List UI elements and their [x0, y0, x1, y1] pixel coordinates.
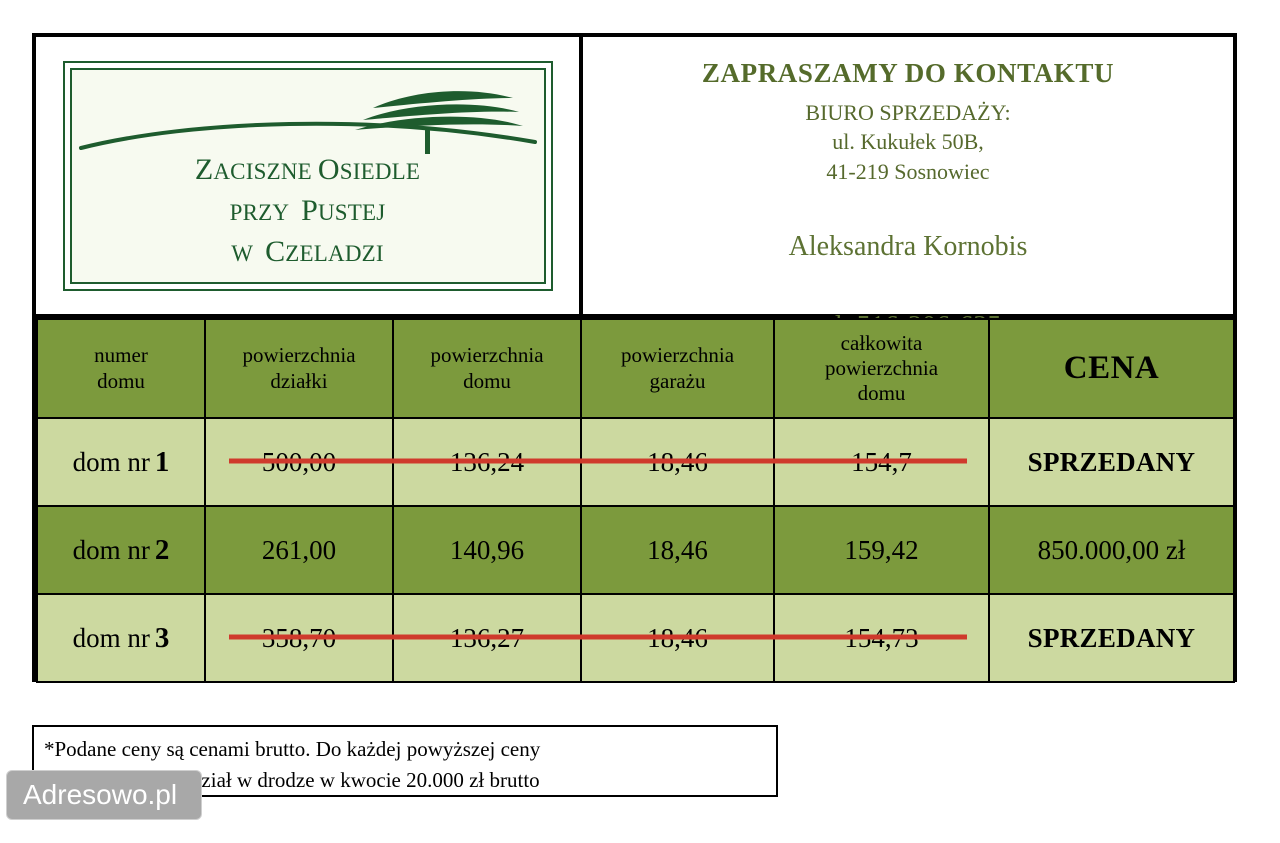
cell-house-number: dom nr 1 [36, 417, 206, 507]
header-text: działki [270, 368, 328, 393]
header-text: domu [857, 381, 906, 406]
house-label: dom nr [72, 622, 150, 653]
logo-frame-inner: ZACISZNE OSIEDLE PRZY PUSTEJ W CZELADZI [69, 67, 546, 284]
cell-total-area: 154,73 [773, 593, 990, 683]
header-band: ZACISZNE OSIEDLE PRZY PUSTEJ W CZELADZI … [36, 37, 1233, 342]
house-number: 1 [154, 445, 170, 478]
logo-pane: ZACISZNE OSIEDLE PRZY PUSTEJ W CZELADZI [36, 37, 583, 314]
offer-card: ZACISZNE OSIEDLE PRZY PUSTEJ W CZELADZI … [32, 33, 1237, 683]
header-text: domu [463, 368, 511, 393]
header-text: powierzchnia [242, 343, 356, 368]
col-header-house-area: powierzchnia domu [392, 318, 582, 419]
cell-price: SPRZEDANY [988, 593, 1235, 683]
cell-garage-area: 18,46 [580, 593, 775, 683]
contact-pane: ZAPRASZAMY DO KONTAKTU BIURO SPRZEDAŻY: … [583, 37, 1233, 342]
house-number: 2 [154, 533, 170, 566]
table-header-row: numer domu powierzchnia działki powierzchn… [36, 318, 1235, 419]
footnote-line-1: *Podane ceny są cenami brutto. Do każdej… [44, 737, 541, 761]
contact-title: ZAPRASZAMY DO KONTAKTU [701, 58, 1115, 88]
cell-house-number: dom nr 2 [36, 505, 206, 595]
price-table: numer domu powierzchnia działki powierzchn… [36, 318, 1235, 683]
cell-price: SPRZEDANY [988, 417, 1235, 507]
header-text: powierzchnia [824, 355, 939, 380]
house-label: dom nr [72, 446, 150, 477]
table-row: dom nr 2 261,00 140,96 18,46 159,42 850.0… [36, 505, 1235, 595]
table-body: dom nr 1 500,00 136,24 18,46 154,7 SPRZED… [36, 417, 1235, 683]
adresowo-watermark: Adresowo.pl [6, 770, 202, 820]
cell-price: 850.000,00 zł [988, 505, 1235, 595]
logo-frame-outer: ZACISZNE OSIEDLE PRZY PUSTEJ W CZELADZI [62, 60, 553, 291]
logo-line-2: PRZY PUSTEJ [229, 193, 386, 227]
table-row: dom nr 1 500,00 136,24 18,46 154,7 SPRZED… [36, 417, 1235, 507]
table-row: dom nr 3 358,70 136,27 18,46 154,73 SPRZE… [36, 593, 1235, 683]
col-header-house-number: numer domu [36, 318, 206, 419]
agent-name: Aleksandra Kornobis [788, 231, 1028, 263]
cell-house-area: 136,27 [392, 593, 582, 683]
header-text: całkowita [840, 330, 923, 355]
cell-house-number: dom nr 3 [36, 593, 206, 683]
cell-house-area: 140,96 [392, 505, 582, 595]
cell-total-area: 154,7 [773, 417, 990, 507]
logo-line-1: ZACISZNE OSIEDLE [194, 153, 421, 187]
office-city: 41-219 Sosnowiec [826, 158, 990, 184]
header-text: powierzchnia [620, 343, 735, 368]
office-street: ul. Kukułek 50B, [832, 129, 984, 155]
header-text: garażu [649, 368, 706, 393]
header-text: numer [94, 343, 148, 368]
logo-line-3: W CZELADZI [231, 234, 384, 268]
col-header-plot-area: powierzchnia działki [204, 318, 394, 419]
cell-plot-area: 261,00 [204, 505, 394, 595]
office-label: BIURO SPRZEDAŻY: [805, 100, 1011, 125]
cell-total-area: 159,42 [773, 505, 990, 595]
col-header-price: CENA [988, 318, 1235, 419]
tree-on-hill-icon [78, 90, 537, 154]
header-text: powierzchnia [430, 343, 544, 368]
col-header-garage-area: powierzchnia garażu [580, 318, 775, 419]
cell-house-area: 136,24 [392, 417, 582, 507]
cell-plot-area: 358,70 [204, 593, 394, 683]
cell-garage-area: 18,46 [580, 505, 775, 595]
col-header-total-area: całkowita powierzchnia domu [773, 318, 990, 419]
cell-garage-area: 18,46 [580, 417, 775, 507]
cell-plot-area: 500,00 [204, 417, 394, 507]
header-text: domu [97, 368, 145, 393]
price-table-wrapper: numer domu powierzchnia działki powierzchn… [36, 318, 1235, 683]
watermark-label: Adresowo.pl [23, 779, 178, 810]
house-label: dom nr [72, 534, 150, 565]
house-number: 3 [154, 621, 170, 654]
